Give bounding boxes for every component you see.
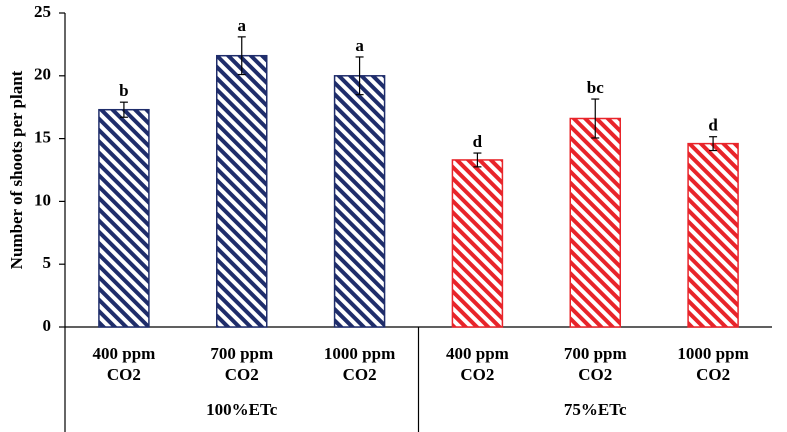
y-tick-label: 15 [34,128,51,147]
x-tick-label: 1000 ppm [677,344,748,363]
x-tick-label: 1000 ppm [324,344,395,363]
bar [451,159,504,328]
x-tick-label: CO2 [107,365,141,384]
x-tick-label: CO2 [578,365,612,384]
y-tick-label: 25 [34,2,51,21]
y-tick-label: 20 [34,65,51,84]
annotation: a [238,16,247,35]
bar [687,142,739,328]
x-tick-label: 700 ppm [210,344,273,363]
annotation: a [355,36,364,55]
x-tick-label: CO2 [225,365,259,384]
y-tick-label: 10 [34,190,51,209]
y-tick-label: 5 [43,253,52,272]
x-tick-label: 400 ppm [93,344,156,363]
x-tick-label: 700 ppm [564,344,627,363]
bar [569,117,621,328]
bar [98,108,150,328]
annotation: b [119,81,128,100]
group-label: 75%ETc [564,400,627,419]
x-tick-label: 400 ppm [446,344,509,363]
annotation: bc [587,78,604,97]
bar [216,54,268,328]
y-tick-label: 0 [43,316,52,335]
annotation: d [473,132,483,151]
x-tick-label: CO2 [343,365,377,384]
bar [333,75,386,328]
group-label: 100%ETc [206,400,278,419]
y-axis-title: Number of shoots per plant [7,70,26,269]
x-tick-label: CO2 [460,365,494,384]
annotation: d [708,116,718,135]
x-tick-label: CO2 [696,365,730,384]
